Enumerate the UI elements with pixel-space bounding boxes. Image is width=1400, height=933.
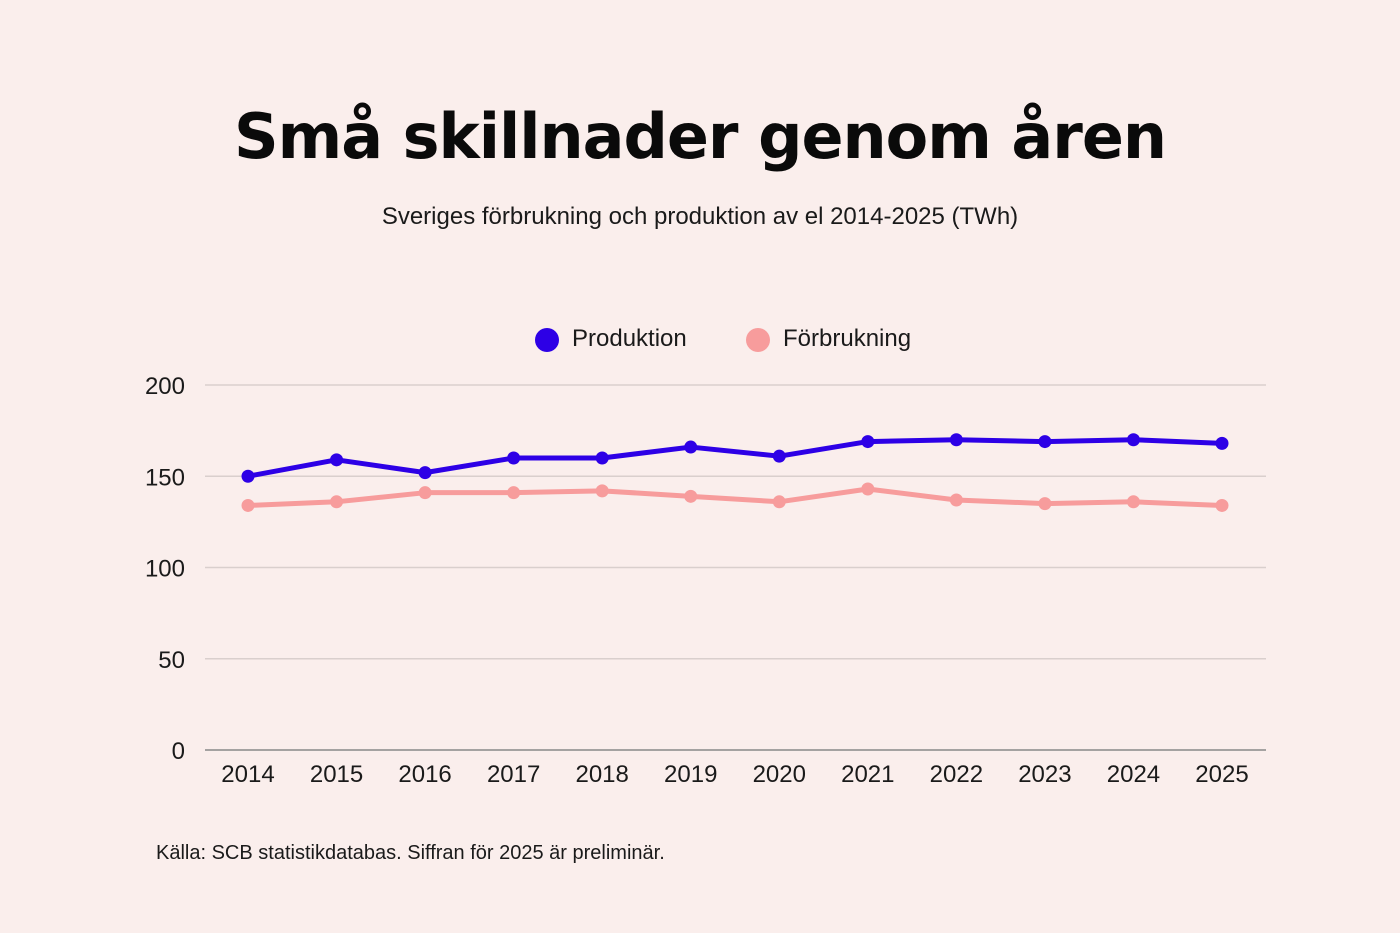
- x-tick-label: 2021: [841, 761, 894, 788]
- legend-item-forbrukning: Förbrukning: [746, 325, 911, 352]
- legend-item-produktion: Produktion: [535, 325, 687, 352]
- x-tick-label: 2022: [930, 761, 983, 788]
- y-tick-label: 150: [145, 464, 185, 491]
- legend-label: Produktion: [572, 325, 687, 352]
- legend-label: Förbrukning: [783, 325, 911, 352]
- data-point: [772, 449, 786, 463]
- series-line: [245, 437, 1225, 479]
- x-tick-label: 2014: [221, 761, 274, 788]
- x-tick-label: 2019: [664, 761, 717, 788]
- x-tick-label: 2024: [1107, 761, 1160, 788]
- series-forbrukning: [241, 482, 1229, 512]
- data-point: [595, 484, 609, 498]
- legend-marker: [746, 328, 770, 352]
- x-tick-label: 2015: [310, 761, 363, 788]
- data-point: [507, 451, 521, 465]
- data-point: [595, 451, 609, 465]
- series-lines: [241, 433, 1229, 512]
- chart-title: Små skillnader genom åren: [233, 100, 1167, 173]
- data-point: [507, 486, 521, 500]
- x-tick-label: 2025: [1195, 761, 1248, 788]
- data-point: [1038, 497, 1052, 511]
- data-point: [684, 489, 698, 503]
- data-point: [861, 435, 875, 449]
- data-point: [1126, 433, 1140, 447]
- legend: Produktion Förbrukning: [535, 325, 911, 352]
- chart-subtitle: Sveriges förbrukning och produktion av e…: [381, 203, 1019, 230]
- x-axis-ticks: 2014 2015 2016 2017 2018 2019 2020 2021 2022 2023…: [221, 761, 1248, 788]
- data-point: [418, 466, 432, 480]
- series-line: [245, 486, 1225, 508]
- data-point: [684, 440, 698, 454]
- data-point: [1126, 495, 1140, 509]
- x-tick-label: 2018: [575, 761, 628, 788]
- source-note: Källa: SCB statistikdatabas. Siffran för…: [156, 842, 665, 864]
- x-tick-label: 2020: [753, 761, 806, 788]
- gridlines: [205, 384, 1266, 751]
- data-point: [241, 498, 255, 512]
- data-point: [418, 486, 432, 500]
- y-tick-label: 50: [158, 647, 185, 674]
- data-point: [1215, 498, 1229, 512]
- data-point: [241, 469, 255, 483]
- x-tick-label: 2017: [487, 761, 540, 788]
- data-point: [330, 453, 344, 467]
- series-produktion: [241, 433, 1229, 483]
- legend-marker: [535, 328, 559, 352]
- data-point: [1038, 435, 1052, 449]
- data-point: [949, 433, 963, 447]
- data-point: [861, 482, 875, 496]
- y-tick-label: 200: [145, 373, 185, 400]
- data-point: [1215, 436, 1229, 450]
- x-tick-label: 2016: [398, 761, 451, 788]
- data-point: [330, 495, 344, 509]
- data-point: [772, 495, 786, 509]
- y-tick-label: 0: [172, 738, 185, 765]
- data-point: [949, 493, 963, 507]
- x-tick-label: 2023: [1018, 761, 1071, 788]
- y-tick-label: 100: [145, 556, 185, 583]
- y-axis-ticks: 0 50 100 150 200: [145, 373, 185, 765]
